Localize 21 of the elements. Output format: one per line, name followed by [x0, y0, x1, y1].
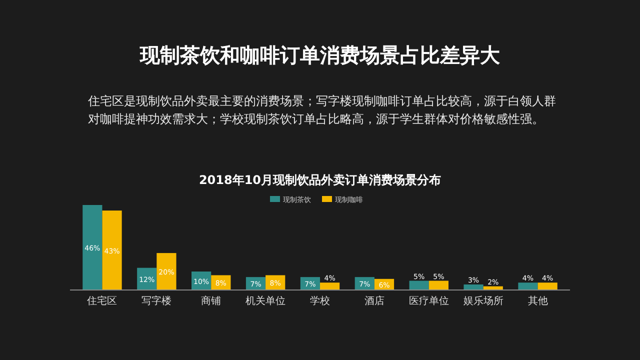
bar	[156, 253, 176, 290]
chart-title: 现制茶饮和咖啡订单消费场景占比差异大	[139, 43, 501, 67]
bar	[464, 284, 484, 290]
x-tick-label: 机关单位	[246, 295, 286, 307]
x-tick-label: 医疗单位	[408, 295, 449, 307]
bar	[320, 282, 340, 290]
x-tick-label: 写字楼	[142, 295, 172, 307]
x-tick-label: 学校	[310, 295, 330, 307]
x-tick-label: 酒店	[364, 295, 384, 307]
text: 2018年10月现制饮品外卖订单消费场景分布	[198, 173, 442, 187]
bar	[102, 210, 122, 290]
chart-subtitle: 住宅区是现制饮品外卖最主要的消费场景；写字楼现制咖啡订单占比较高，源于白领人群对咖啡提神功效需求大；学校现制茶饮订单占比略高，源于学生群体对价格敏感性强。	[88, 93, 557, 128]
x-tick-label: 住宅区	[87, 295, 118, 307]
x-tick-label: 娱乐场所	[463, 295, 504, 307]
x-tick-label: 商铺	[201, 295, 222, 307]
bar	[518, 282, 538, 290]
bar	[538, 282, 558, 290]
bar	[409, 280, 429, 290]
x-tick-label: 其他	[528, 295, 548, 307]
bar	[428, 280, 448, 290]
bar	[82, 205, 102, 290]
